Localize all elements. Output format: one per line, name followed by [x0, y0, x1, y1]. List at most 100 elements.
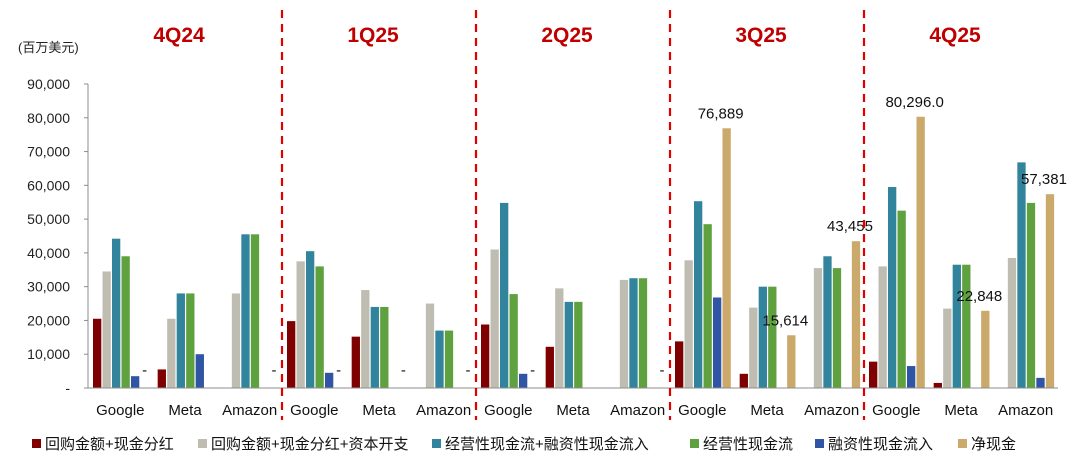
- bar: [758, 286, 767, 388]
- x-tick-label: Google: [484, 402, 532, 419]
- y-tick-label: 50,000: [27, 211, 70, 227]
- x-tick-label: Amazon: [998, 402, 1053, 419]
- bar: [287, 321, 296, 388]
- bar: [325, 372, 334, 388]
- bar: [444, 330, 454, 388]
- net-cash-label: 22,848: [956, 288, 1002, 305]
- bar: [1045, 194, 1055, 388]
- bar: [675, 341, 684, 388]
- bar: [157, 369, 166, 388]
- legend-label: 回购金额+现金分红: [45, 436, 174, 453]
- zero-value-label: -: [465, 362, 470, 379]
- bar: [195, 354, 204, 388]
- bar: [121, 256, 130, 388]
- y-tick-label: 70,000: [27, 144, 70, 160]
- legend-label: 经营性现金流: [703, 436, 793, 453]
- x-tick-label: Meta: [944, 402, 978, 419]
- y-tick-label: 80,000: [27, 110, 70, 126]
- bar: [545, 346, 554, 388]
- bar: [813, 268, 823, 388]
- x-tick-label: Amazon: [222, 402, 277, 419]
- net-cash-label: 43,455: [827, 218, 873, 235]
- bar: [787, 335, 796, 388]
- bar: [361, 290, 370, 388]
- zero-value-label: -: [271, 362, 276, 379]
- bar: [638, 278, 648, 388]
- x-tick-label: Google: [872, 402, 920, 419]
- zero-value-label: -: [142, 362, 147, 379]
- bar: [749, 307, 758, 388]
- bar: [167, 318, 176, 388]
- bar: [380, 306, 389, 388]
- bar: [739, 373, 748, 388]
- x-tick-label: Meta: [168, 402, 202, 419]
- bar: [296, 261, 305, 388]
- bar: [315, 266, 324, 388]
- bar: [962, 264, 971, 388]
- x-tick-label: Google: [678, 402, 726, 419]
- legend-swatch: [32, 439, 41, 448]
- bar: [519, 373, 528, 388]
- y-tick-label: 10,000: [27, 346, 70, 362]
- bar: [713, 297, 722, 388]
- y-axis-unit-label: (百万美元): [18, 40, 79, 55]
- bar: [555, 288, 564, 388]
- quarter-title: 2Q25: [541, 24, 593, 47]
- legend: 回购金额+现金分红 回购金额+现金分红+资本开支 经营性现金流+融资性现金流入 经营性…: [32, 436, 1016, 453]
- legend-swatch: [432, 439, 441, 448]
- zero-value-label: -: [530, 362, 535, 379]
- legend-swatch: [958, 439, 967, 448]
- x-tick-label: Amazon: [416, 402, 471, 419]
- legend-swatch: [198, 439, 207, 448]
- zero-value-label: -: [401, 362, 406, 379]
- bar: [131, 376, 140, 388]
- net-cash-label: 15,614: [762, 312, 808, 329]
- bar: [832, 268, 842, 388]
- data-labels: - - - - - - - 76,889 15,614 43,455 80,296.0 22,848 5…: [142, 94, 1067, 379]
- quarter-title: 4Q24: [153, 24, 205, 47]
- legend-label: 净现金: [971, 436, 1016, 453]
- x-axis: Google Meta Amazon Google Meta Amazon Google Me…: [88, 387, 1058, 419]
- bar: [500, 202, 509, 388]
- bar: [981, 310, 990, 388]
- y-tick-label: 20,000: [27, 312, 70, 328]
- bar: [490, 249, 499, 388]
- bar: [943, 308, 952, 388]
- y-tick-label: 60,000: [27, 177, 70, 193]
- y-tick-label: 40,000: [27, 245, 70, 261]
- bar: [112, 238, 121, 388]
- bar: [888, 187, 897, 388]
- bar: [93, 318, 102, 388]
- bar: [1026, 202, 1036, 388]
- bar: [435, 330, 444, 388]
- bar: [241, 234, 250, 388]
- zero-value-label: -: [659, 362, 664, 379]
- bar: [851, 241, 861, 388]
- bar: [425, 303, 435, 388]
- bar: [694, 201, 703, 388]
- bar: [102, 271, 111, 388]
- bar: [574, 301, 583, 388]
- bar: [684, 260, 693, 388]
- bar: [481, 324, 490, 388]
- bars: [93, 116, 1055, 388]
- bar: [351, 336, 360, 388]
- bar: [869, 361, 878, 388]
- bar: [176, 293, 185, 388]
- x-tick-label: Google: [96, 402, 144, 419]
- bar: [629, 278, 638, 388]
- bar: [306, 251, 315, 388]
- legend-swatch: [690, 439, 699, 448]
- zero-value-label: -: [336, 362, 341, 379]
- bar: [1007, 257, 1017, 388]
- x-tick-label: Amazon: [610, 402, 665, 419]
- y-tick-label: -: [65, 380, 70, 396]
- quarter-labels: 4Q24 1Q25 2Q25 3Q25 4Q25: [153, 24, 981, 47]
- x-tick-label: Meta: [362, 402, 396, 419]
- bar: [878, 266, 887, 388]
- bar: [564, 301, 573, 388]
- legend-label: 经营性现金流+融资性现金流入: [445, 436, 649, 453]
- bar: [916, 116, 925, 388]
- quarter-title: 1Q25: [347, 24, 399, 47]
